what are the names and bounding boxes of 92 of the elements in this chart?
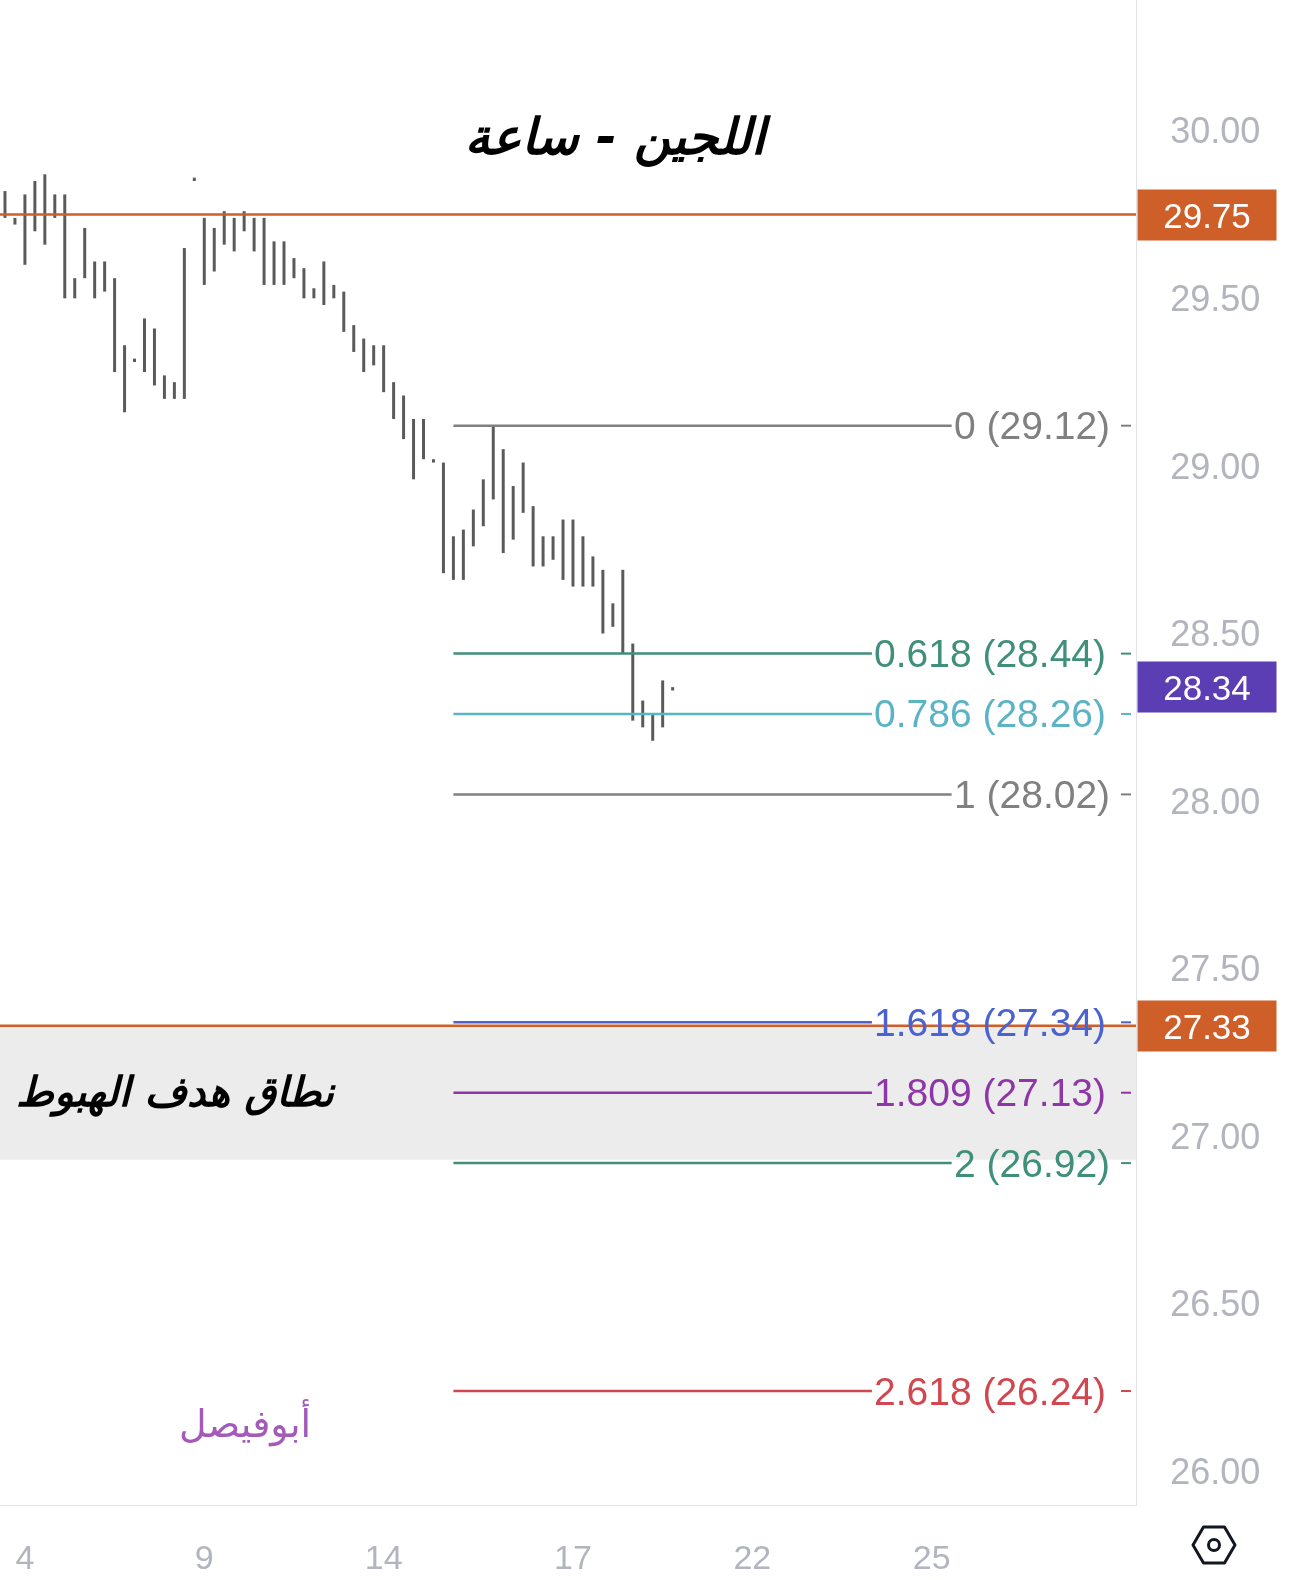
- legend-label: 1.809 (27.13): [874, 1071, 1107, 1114]
- bar: [531, 506, 535, 567]
- bar: [103, 261, 107, 292]
- legend-label: 0 (29.12): [954, 404, 1111, 447]
- bar: [262, 217, 266, 285]
- y-tick-label: 29.00: [1170, 445, 1261, 487]
- bar: [212, 227, 216, 272]
- bar: [491, 425, 495, 500]
- bar: [591, 556, 595, 587]
- bar: [352, 325, 356, 352]
- bar: [541, 536, 545, 567]
- y-tick-label: 30.00: [1170, 110, 1261, 152]
- y-tick-label: 26.50: [1170, 1283, 1261, 1325]
- bar: [332, 284, 336, 299]
- bar: [412, 418, 416, 480]
- bar: [312, 288, 316, 299]
- bar: [152, 328, 156, 386]
- bar: [143, 318, 146, 373]
- bar: [342, 291, 346, 332]
- legend-label: 2.618 (26.24): [874, 1370, 1107, 1413]
- bar: [172, 382, 176, 399]
- bar: [561, 519, 565, 580]
- y-tick-label: 27.00: [1170, 1115, 1261, 1157]
- bar: [43, 174, 47, 245]
- legend-label: 1 (28.02): [954, 773, 1111, 816]
- bar: [372, 345, 376, 366]
- bar: [63, 194, 67, 299]
- bar: [272, 241, 276, 285]
- y-tick-label: 26.00: [1170, 1451, 1261, 1493]
- text: اللجين - ساعة: [464, 107, 772, 167]
- bar: [571, 519, 575, 587]
- bar: [113, 278, 117, 373]
- y-tick-label: 27.50: [1170, 948, 1261, 990]
- ref-line-label: 27.33: [1163, 1006, 1251, 1046]
- bar: [402, 395, 406, 440]
- bar: [521, 462, 525, 513]
- bar: [83, 227, 87, 279]
- bar: [362, 338, 366, 373]
- bar: [222, 211, 226, 245]
- legend-label: 2 (26.92): [954, 1142, 1111, 1185]
- annotation: أبوفيصل: [179, 1399, 312, 1447]
- bar: [651, 713, 655, 741]
- y-tick-label: 28.50: [1170, 613, 1261, 655]
- bar: [501, 449, 505, 554]
- bar: [601, 569, 605, 634]
- legend-label: 0.618 (28.44): [874, 632, 1107, 675]
- bar: [631, 643, 635, 721]
- x-tick-label: 25: [912, 1537, 951, 1576]
- bar: [322, 261, 326, 306]
- bar: [182, 248, 186, 399]
- bar: [671, 687, 675, 691]
- y-tick-label: 28.00: [1170, 780, 1261, 822]
- bar: [292, 258, 296, 279]
- legend-label: 0.786 (28.26): [874, 692, 1107, 735]
- bar: [451, 536, 455, 580]
- bar: [93, 261, 97, 299]
- bar: [133, 358, 137, 362]
- bar: [392, 382, 396, 419]
- bar: [252, 217, 256, 252]
- bar: [33, 181, 37, 232]
- bar: [511, 486, 515, 540]
- bar: [431, 459, 435, 463]
- bar: [621, 569, 625, 654]
- x-tick-label: 22: [733, 1537, 772, 1576]
- x-tick-label: 4: [15, 1537, 35, 1576]
- ref-line-label: 29.75: [1163, 195, 1251, 235]
- bar: [422, 418, 425, 460]
- bar: [551, 536, 555, 560]
- bar: [471, 509, 475, 547]
- y-tick-label: 29.50: [1170, 277, 1261, 319]
- bar: [202, 217, 206, 285]
- bar: [73, 278, 77, 299]
- text: 28.34: [1163, 667, 1251, 707]
- bar: [611, 603, 615, 627]
- bar: [382, 345, 386, 393]
- bar: [162, 375, 166, 399]
- bar: [461, 529, 465, 580]
- band-label: نطاق هدف الهبوط: [16, 1068, 337, 1117]
- bar: [13, 217, 17, 225]
- bar: [23, 194, 27, 265]
- bar: [641, 700, 645, 728]
- bar: [661, 680, 665, 728]
- bar: [192, 177, 196, 181]
- bar: [481, 479, 485, 527]
- bar: [302, 268, 306, 299]
- bar: [123, 345, 127, 413]
- x-tick-label: 14: [364, 1537, 403, 1576]
- x-tick-label: 17: [554, 1537, 592, 1576]
- bar: [441, 462, 445, 574]
- bar: [232, 217, 236, 252]
- bar: [581, 536, 585, 587]
- x-tick-label: 9: [194, 1537, 214, 1576]
